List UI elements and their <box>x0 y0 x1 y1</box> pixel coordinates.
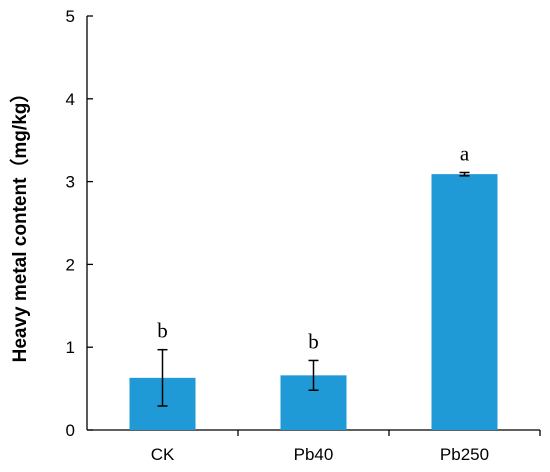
significance-label-pb250: a <box>460 141 470 165</box>
x-tick-label-pb40: Pb40 <box>294 445 334 464</box>
y-ticks: 0 1 2 3 4 5 <box>66 7 93 440</box>
significance-label-pb40: b <box>308 329 319 353</box>
y-tick-label: 5 <box>66 7 75 26</box>
y-tick-label: 4 <box>66 90 75 109</box>
y-tick-label: 1 <box>66 338 75 357</box>
error-bar-pb250 <box>459 171 470 177</box>
y-tick-label: 0 <box>66 421 75 440</box>
x-tick-label-pb250: Pb250 <box>440 445 489 464</box>
error-bars <box>157 171 470 407</box>
significance-label-ck: b <box>157 319 168 343</box>
x-ticks: CK Pb40 Pb250 <box>151 430 541 464</box>
bars <box>129 174 498 430</box>
y-tick-label: 2 <box>66 255 75 274</box>
error-bar-pb40 <box>308 359 319 392</box>
x-tick-label-ck: CK <box>151 445 175 464</box>
bar-pb250 <box>431 174 498 430</box>
y-tick-label: 3 <box>66 173 75 192</box>
y-axis-title: Heavy metal content（mg/kg） <box>8 84 31 363</box>
significance-labels: b b a <box>157 141 470 353</box>
error-bar-ck <box>157 348 168 407</box>
